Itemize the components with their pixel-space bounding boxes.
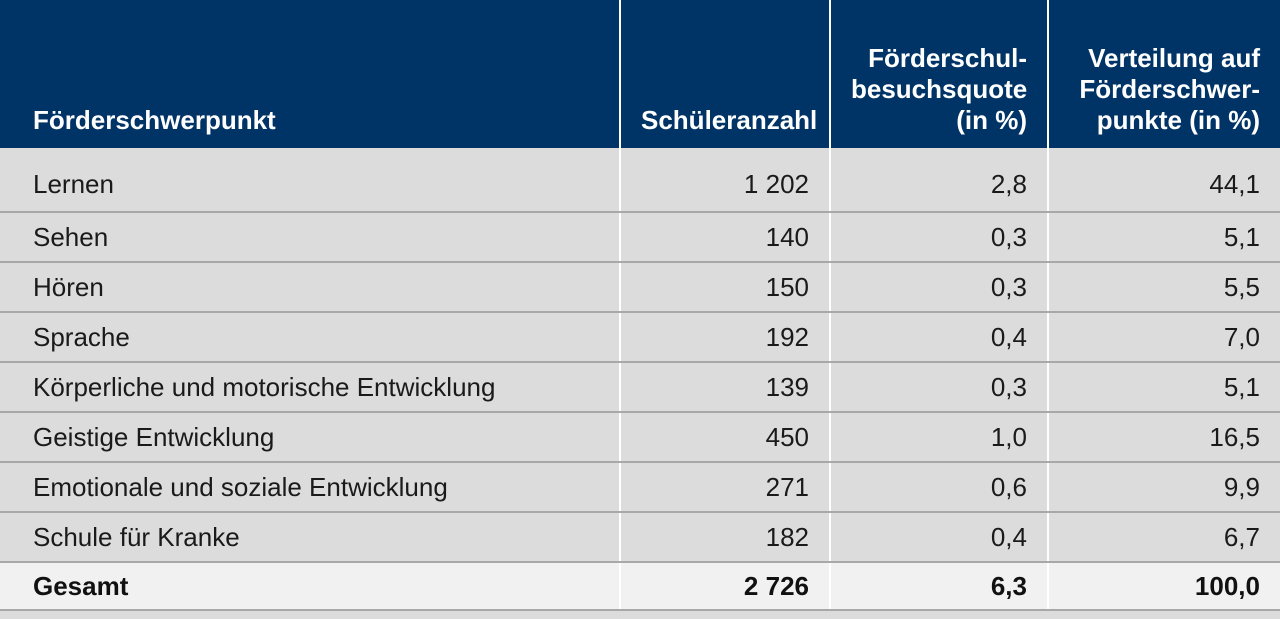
cell-share: 6,7 <box>1047 512 1280 563</box>
cell-count: 140 <box>619 212 830 263</box>
table-row: Körperliche und motorische Entwicklung 1… <box>0 362 1280 413</box>
cell-quote: 0,4 <box>829 512 1048 563</box>
cell-quote: 2,8 <box>829 148 1048 213</box>
table-row: Hören 150 0,3 5,5 <box>0 262 1280 313</box>
cell-category: Sehen <box>0 212 620 263</box>
cell-share: 5,1 <box>1047 362 1280 413</box>
cell-quote: 0,3 <box>829 362 1048 413</box>
cell-quote: 0,6 <box>829 462 1048 513</box>
header-row: Förderschwerpunkt Schüleranzahl Fördersc… <box>0 0 1280 148</box>
cell-category: Geistige Entwicklung <box>0 412 620 463</box>
cell-category: Lernen <box>0 148 620 213</box>
header-line: besuchsquote <box>851 74 1028 104</box>
cell-category: Hören <box>0 262 620 313</box>
total-share: 100,0 <box>1047 562 1280 611</box>
header-line: Förderschul- <box>868 43 1027 73</box>
total-quote: 6,3 <box>829 562 1048 611</box>
header-line: Verteilung auf <box>1088 43 1260 73</box>
header-line: (in %) <box>956 105 1027 135</box>
table-row: Schule für Kranke 182 0,4 6,7 <box>0 512 1280 563</box>
header-line: punkte (in %) <box>1096 105 1260 135</box>
cell-share: 16,5 <box>1047 412 1280 463</box>
cell-share: 7,0 <box>1047 312 1280 363</box>
cell-quote: 1,0 <box>829 412 1048 463</box>
header-besuchsquote: Förderschul- besuchsquote (in %) <box>829 0 1048 148</box>
cell-count: 271 <box>619 462 830 513</box>
cell-category: Sprache <box>0 312 620 363</box>
cell-quote: 0,3 <box>829 262 1048 313</box>
cell-share: 5,5 <box>1047 262 1280 313</box>
table-row: Lernen 1 202 2,8 44,1 <box>0 148 1280 213</box>
table-row: Sprache 192 0,4 7,0 <box>0 312 1280 363</box>
table-row: Emotionale und soziale Entwicklung 271 0… <box>0 462 1280 513</box>
total-count: 2 726 <box>619 562 830 611</box>
cell-category: Schule für Kranke <box>0 512 620 563</box>
cell-category: Körperliche und motorische Entwicklung <box>0 362 620 413</box>
cell-count: 1 202 <box>619 148 830 213</box>
cell-count: 192 <box>619 312 830 363</box>
cell-count: 150 <box>619 262 830 313</box>
table-row: Geistige Entwicklung 450 1,0 16,5 <box>0 412 1280 463</box>
header-verteilung: Verteilung auf Förderschwer- punkte (in … <box>1047 0 1280 148</box>
header-schueleranzahl: Schüleranzahl <box>619 0 830 148</box>
cell-count: 450 <box>619 412 830 463</box>
cell-category: Emotionale und soziale Entwicklung <box>0 462 620 513</box>
cell-count: 139 <box>619 362 830 413</box>
cell-quote: 0,3 <box>829 212 1048 263</box>
cell-count: 182 <box>619 512 830 563</box>
total-label: Gesamt <box>0 562 620 611</box>
table-row: Sehen 140 0,3 5,1 <box>0 212 1280 263</box>
header-foerderschwerpunkt: Förderschwerpunkt <box>0 0 620 148</box>
header-line: Förderschwer- <box>1079 74 1260 104</box>
cell-quote: 0,4 <box>829 312 1048 363</box>
total-row: Gesamt 2 726 6,3 100,0 <box>0 562 1280 611</box>
cell-share: 5,1 <box>1047 212 1280 263</box>
cell-share: 9,9 <box>1047 462 1280 513</box>
cell-share: 44,1 <box>1047 148 1280 213</box>
